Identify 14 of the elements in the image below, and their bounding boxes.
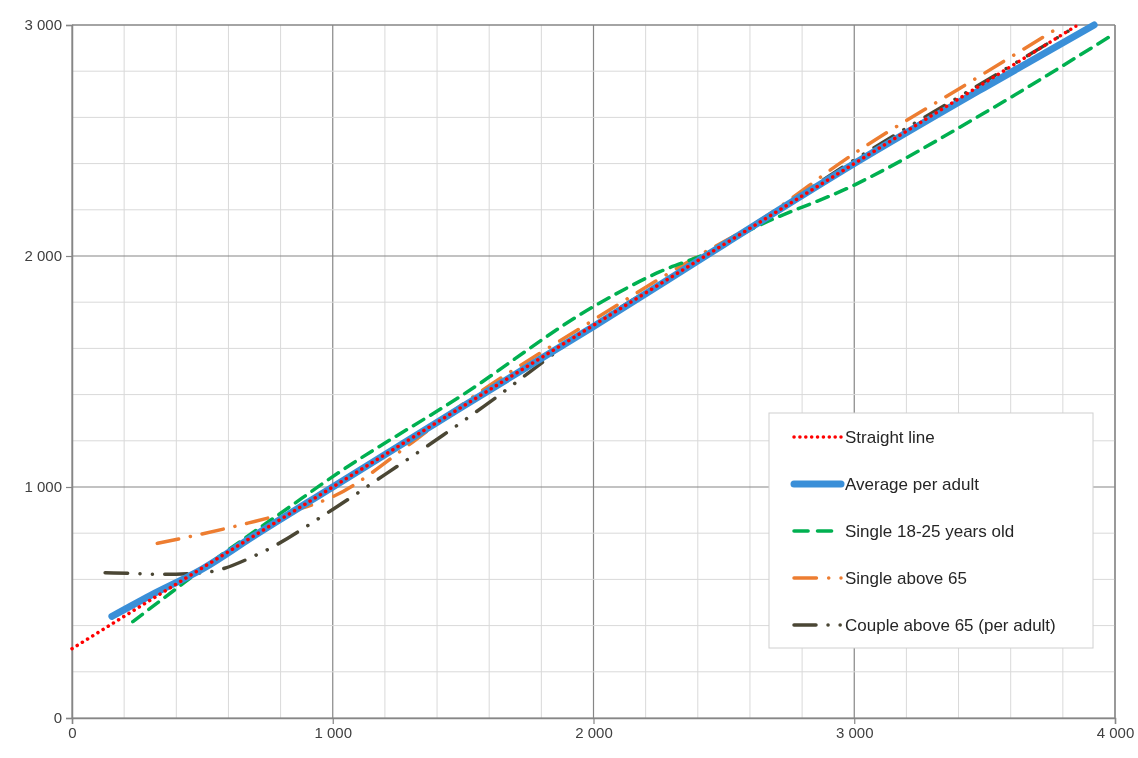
x-tick-label: 2 000 [575,723,613,741]
y-tick-label: 2 000 [24,247,62,265]
x-tick-label: 4 000 [1096,723,1135,741]
legend-label: Average per adult [845,475,980,494]
legend-label: Straight line [845,428,935,447]
x-tick-label: 3 000 [835,723,874,741]
legend-label: Single 18-25 years old [845,522,1015,541]
legend-label: Single above 65 [845,569,967,588]
legend-label: Couple above 65 (per adult) [845,616,1056,635]
x-tick-label: 0 [68,723,77,741]
y-tick-label: 1 000 [24,478,62,496]
x-tick-label: 1 000 [314,723,353,741]
y-tick-label: 3 000 [24,16,62,34]
y-tick-label: 0 [53,709,62,727]
